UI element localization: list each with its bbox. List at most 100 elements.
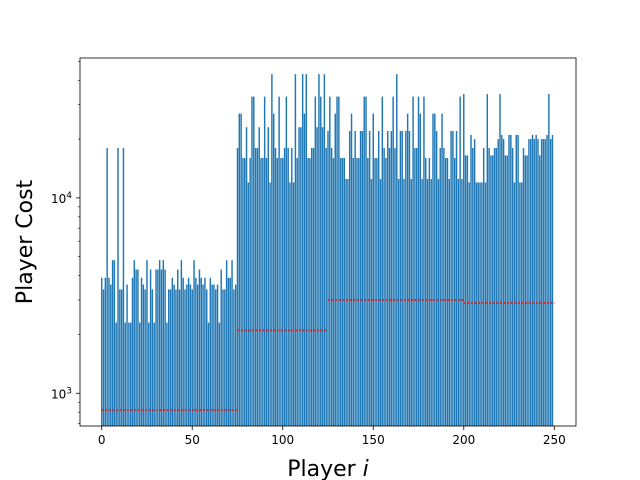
bar — [549, 139, 552, 426]
bar — [167, 289, 170, 426]
plot-bars — [101, 74, 554, 427]
bar — [108, 277, 110, 426]
bar — [309, 158, 311, 426]
bar — [229, 277, 231, 426]
bar — [307, 158, 309, 426]
bar — [397, 178, 400, 426]
bar — [473, 139, 476, 426]
bar — [365, 96, 367, 426]
bar — [209, 277, 212, 426]
bar — [310, 148, 313, 426]
bar — [457, 178, 460, 426]
bar — [106, 148, 108, 426]
bar — [144, 289, 146, 426]
bar — [383, 148, 385, 426]
bar — [253, 96, 255, 426]
bar — [434, 113, 436, 427]
bar — [318, 74, 320, 426]
bar — [131, 277, 134, 426]
bar — [224, 289, 226, 426]
bar — [334, 113, 336, 427]
bar — [423, 96, 425, 426]
bar — [240, 113, 242, 427]
bar — [506, 155, 508, 426]
bar — [234, 284, 237, 426]
bar — [269, 182, 271, 426]
bar — [486, 94, 489, 427]
bar — [119, 289, 121, 426]
bar — [115, 322, 117, 426]
bar — [510, 134, 512, 426]
bar — [432, 113, 434, 427]
bar — [490, 155, 492, 426]
bar — [387, 130, 389, 427]
bar — [513, 182, 516, 426]
bar — [441, 113, 443, 427]
bar — [260, 158, 262, 426]
bar — [204, 277, 206, 426]
bar — [492, 155, 494, 426]
bar — [153, 322, 155, 426]
bar — [274, 148, 277, 426]
bar — [481, 182, 483, 426]
bar — [149, 269, 152, 426]
bar — [323, 74, 326, 426]
bar — [191, 289, 193, 426]
bar — [517, 134, 519, 426]
bar — [522, 148, 525, 426]
bar — [207, 322, 210, 426]
bar — [177, 269, 179, 426]
x-tick-label: 0 — [98, 433, 106, 447]
bar — [101, 277, 103, 426]
bar — [450, 130, 452, 427]
bar — [488, 148, 490, 426]
bar — [283, 148, 286, 426]
bar — [249, 158, 251, 426]
bar — [186, 284, 188, 426]
bar — [276, 158, 279, 426]
bar — [448, 178, 451, 426]
bar — [196, 284, 199, 426]
bar — [155, 269, 157, 426]
bar — [408, 130, 411, 427]
bar — [464, 155, 467, 426]
bar — [470, 134, 472, 426]
bar — [244, 158, 246, 426]
x-tick-label: 200 — [452, 433, 475, 447]
bar — [126, 284, 128, 426]
bar — [439, 148, 441, 426]
bar — [428, 158, 431, 426]
bar — [271, 74, 273, 426]
bar — [236, 148, 239, 426]
bar — [200, 277, 203, 426]
bar — [157, 269, 159, 426]
bar — [401, 130, 403, 427]
bar — [528, 139, 530, 426]
bar — [104, 277, 107, 426]
bar — [102, 289, 105, 426]
bar — [247, 182, 250, 426]
bar — [396, 74, 398, 426]
bar — [213, 284, 215, 426]
bar — [265, 158, 268, 426]
bar — [231, 260, 233, 426]
bar — [278, 96, 280, 426]
bar — [446, 158, 449, 426]
bar — [164, 269, 166, 426]
bar — [160, 269, 163, 426]
bar — [544, 139, 546, 426]
bar — [551, 134, 554, 426]
bar — [548, 94, 550, 427]
bar — [291, 148, 293, 426]
bar — [166, 322, 168, 426]
bar — [430, 178, 432, 426]
bar — [254, 148, 257, 426]
bar — [316, 127, 318, 426]
bar — [117, 148, 119, 426]
bar — [406, 113, 409, 427]
bar — [113, 260, 116, 426]
bar — [338, 96, 340, 426]
bar — [345, 178, 347, 426]
